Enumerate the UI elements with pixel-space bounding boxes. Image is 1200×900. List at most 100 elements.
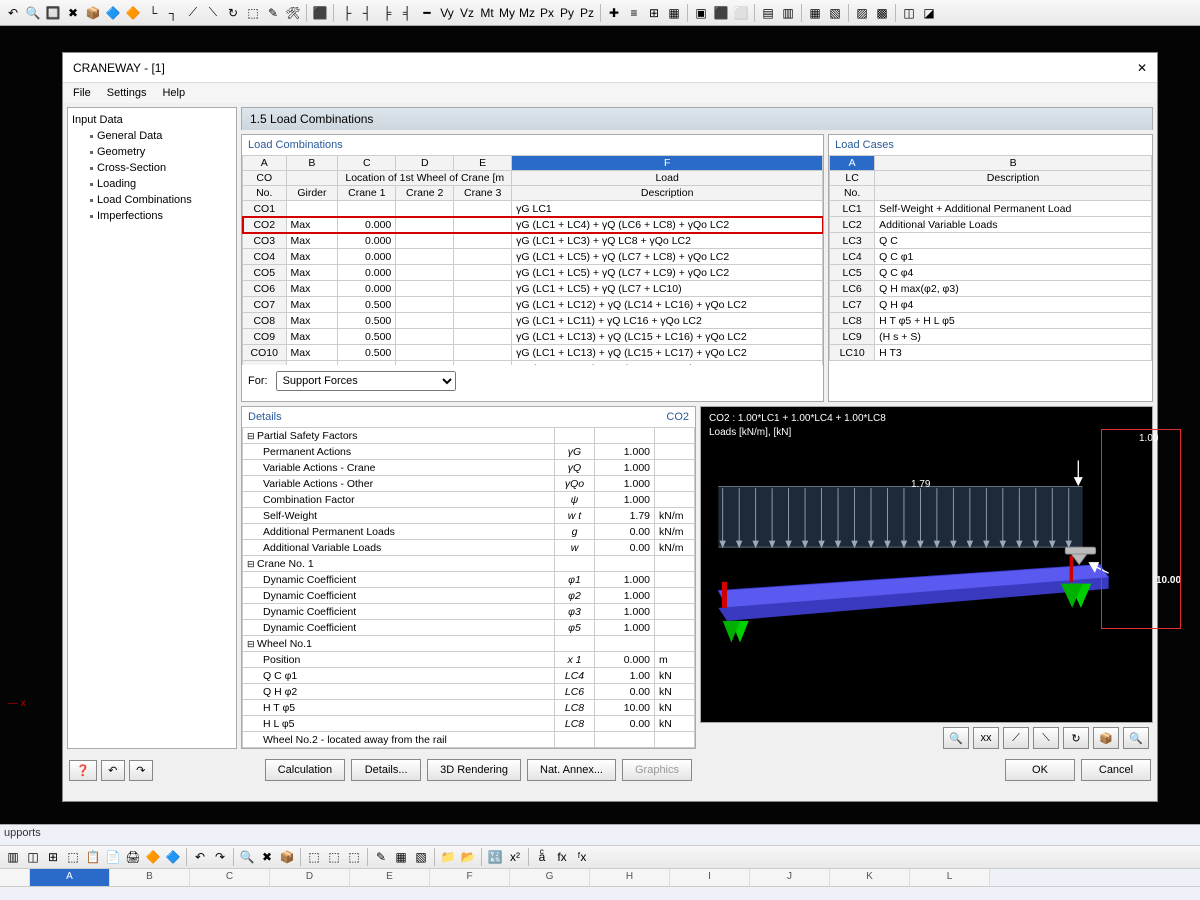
footer-icon[interactable]: ↷ (129, 760, 153, 781)
column-headers[interactable]: ABCDEFGHIJKL (0, 869, 1200, 887)
bottom-toolbar-icon[interactable]: 📄 (104, 848, 122, 866)
toolbar-icon[interactable]: Vz (458, 4, 476, 22)
bottom-toolbar-icon[interactable]: aͨ (533, 848, 551, 866)
col-header[interactable]: F (430, 869, 510, 886)
for-select[interactable]: Support Forces (276, 371, 456, 391)
footer-button[interactable]: Graphics (622, 759, 692, 781)
bottom-toolbar-icon[interactable]: ᶠx (573, 848, 591, 866)
viewport-button[interactable]: ⟍ (1033, 727, 1059, 749)
toolbar-icon[interactable]: ⟋ (184, 4, 202, 22)
bottom-toolbar-icon[interactable]: ⬚ (64, 848, 82, 866)
toolbar-icon[interactable]: ⬛ (712, 4, 730, 22)
footer-icon[interactable]: ❓ (69, 760, 97, 781)
bottom-toolbar-icon[interactable]: ⬚ (305, 848, 323, 866)
toolbar-icon[interactable]: ▦ (665, 4, 683, 22)
toolbar-icon[interactable]: ✎ (264, 4, 282, 22)
toolbar-icon[interactable]: ◫ (900, 4, 918, 22)
viewport-button[interactable]: ↻ (1063, 727, 1089, 749)
toolbar-icon[interactable]: Mt (478, 4, 496, 22)
toolbar-icon[interactable]: 🛠 (284, 4, 302, 22)
toolbar-icon[interactable]: ▩ (873, 4, 891, 22)
toolbar-icon[interactable]: ✖ (64, 4, 82, 22)
toolbar-icon[interactable]: ▦ (806, 4, 824, 22)
col-header[interactable]: J (750, 869, 830, 886)
toolbar-icon[interactable]: 📦 (84, 4, 102, 22)
col-header[interactable]: A (30, 869, 110, 886)
toolbar-icon[interactable]: ╡ (398, 4, 416, 22)
viewport-button[interactable]: 📦 (1093, 727, 1119, 749)
toolbar-icon[interactable]: 🔲 (44, 4, 62, 22)
col-header[interactable]: G (510, 869, 590, 886)
col-header[interactable]: L (910, 869, 990, 886)
bottom-toolbar-icon[interactable]: ▧ (412, 848, 430, 866)
ok-button[interactable]: OK (1005, 759, 1075, 781)
toolbar-icon[interactable]: ▨ (853, 4, 871, 22)
tree-item[interactable]: General Data (72, 128, 232, 144)
toolbar-icon[interactable]: ▣ (692, 4, 710, 22)
toolbar-icon[interactable]: 🔷 (104, 4, 122, 22)
toolbar-icon[interactable]: ├ (338, 4, 356, 22)
col-header[interactable]: K (830, 869, 910, 886)
bottom-toolbar-icon[interactable]: x² (506, 848, 524, 866)
tree-root[interactable]: Input Data (72, 112, 232, 128)
tree-item[interactable]: Loading (72, 176, 232, 192)
toolbar-icon[interactable]: ↻ (224, 4, 242, 22)
toolbar-icon[interactable]: ⟍ (204, 4, 222, 22)
footer-button[interactable]: Nat. Annex... (527, 759, 616, 781)
toolbar-icon[interactable]: ┐ (164, 4, 182, 22)
toolbar-icon[interactable]: ▤ (759, 4, 777, 22)
viewport-button[interactable]: ⟋ (1003, 727, 1029, 749)
toolbar-icon[interactable]: ⊞ (645, 4, 663, 22)
bottom-toolbar-icon[interactable]: ✖ (258, 848, 276, 866)
bottom-toolbar-icon[interactable]: ⬚ (345, 848, 363, 866)
bottom-toolbar-icon[interactable]: ▦ (392, 848, 410, 866)
toolbar-icon[interactable]: ▥ (779, 4, 797, 22)
tree-item[interactable]: Geometry (72, 144, 232, 160)
tree-item[interactable]: Imperfections (72, 208, 232, 224)
bottom-toolbar-icon[interactable]: 📁 (439, 848, 457, 866)
lc-table[interactable]: ABLCDescriptionNo.LC1Self-Weight + Addit… (829, 155, 1152, 361)
tree-item[interactable]: Cross-Section (72, 160, 232, 176)
tree-item[interactable]: Load Combinations (72, 192, 232, 208)
toolbar-icon[interactable]: Vy (438, 4, 456, 22)
co-table[interactable]: ABCDEFCOLocation of 1st Wheel of Crane [… (242, 155, 823, 365)
bottom-toolbar-icon[interactable]: ↶ (191, 848, 209, 866)
bottom-toolbar-icon[interactable]: 📋 (84, 848, 102, 866)
viewport-button[interactable]: 🔍 (943, 727, 969, 749)
toolbar-icon[interactable]: ╞ (378, 4, 396, 22)
toolbar-icon[interactable]: └ (144, 4, 162, 22)
toolbar-icon[interactable]: Py (558, 4, 576, 22)
bottom-toolbar-icon[interactable]: ↷ (211, 848, 229, 866)
toolbar-icon[interactable]: ▧ (826, 4, 844, 22)
col-header[interactable]: E (350, 869, 430, 886)
bottom-toolbar-icon[interactable]: ✎ (372, 848, 390, 866)
viewport-button[interactable]: 🔍 (1123, 727, 1149, 749)
bottom-toolbar-icon[interactable]: ◫ (24, 848, 42, 866)
footer-icon[interactable]: ↶ (101, 760, 125, 781)
menu-help[interactable]: Help (162, 87, 185, 99)
col-header[interactable]: H (590, 869, 670, 886)
3d-viewport[interactable]: CO2 : 1.00*LC1 + 1.00*LC4 + 1.00*LC8 Loa… (700, 406, 1153, 723)
toolbar-icon[interactable]: Px (538, 4, 556, 22)
toolbar-icon[interactable]: 🔍 (24, 4, 42, 22)
footer-button[interactable]: 3D Rendering (427, 759, 521, 781)
bottom-toolbar-icon[interactable]: ▥ (4, 848, 22, 866)
menu-settings[interactable]: Settings (107, 87, 147, 99)
cancel-button[interactable]: Cancel (1081, 759, 1151, 781)
toolbar-icon[interactable]: ━ (418, 4, 436, 22)
toolbar-icon[interactable]: ⬜ (732, 4, 750, 22)
bottom-toolbar-icon[interactable]: 🔷 (164, 848, 182, 866)
menu-file[interactable]: File (73, 87, 91, 99)
bottom-toolbar-icon[interactable]: 📦 (278, 848, 296, 866)
bottom-toolbar-icon[interactable]: ⊞ (44, 848, 62, 866)
viewport-button[interactable]: xx (973, 727, 999, 749)
toolbar-icon[interactable]: My (498, 4, 516, 22)
toolbar-icon[interactable]: 🔶 (124, 4, 142, 22)
toolbar-icon[interactable]: Pz (578, 4, 596, 22)
bottom-toolbar-icon[interactable]: ⬚ (325, 848, 343, 866)
toolbar-icon[interactable]: ◪ (920, 4, 938, 22)
col-header[interactable]: B (110, 869, 190, 886)
bottom-toolbar-icon[interactable]: 🔍 (238, 848, 256, 866)
col-header[interactable] (0, 869, 30, 886)
toolbar-icon[interactable]: ┤ (358, 4, 376, 22)
